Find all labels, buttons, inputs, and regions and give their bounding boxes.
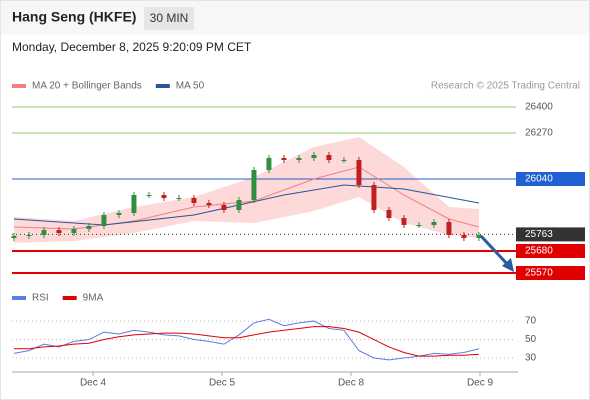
title: Hang Seng (HKFE): [12, 9, 136, 25]
level-label: 26270: [525, 128, 553, 139]
y-tick-label: 70: [525, 316, 537, 327]
candle-body: [116, 213, 122, 215]
candle-body: [341, 160, 347, 161]
legend-swatch: [12, 84, 26, 88]
candle-body: [56, 230, 62, 233]
candle-body: [356, 160, 362, 185]
y-tick-label: 30: [525, 353, 537, 364]
bollinger-band: [13, 137, 479, 243]
candle-body: [386, 210, 392, 218]
rsi-line: [13, 326, 479, 357]
candle-body: [266, 158, 272, 170]
interval-badge: [144, 7, 194, 30]
x-tick-label: Dec 9: [467, 378, 494, 389]
candle-body: [296, 158, 302, 160]
candle-body: [41, 230, 47, 235]
candle-body: [71, 229, 77, 233]
level-label: 25763: [525, 229, 553, 240]
candle-body: [191, 198, 197, 203]
candle-body: [176, 198, 182, 199]
candle-body: [371, 185, 377, 210]
interval: 30 MIN: [150, 11, 189, 25]
candle-body: [401, 218, 407, 225]
candle-body: [206, 203, 212, 205]
legend-label: MA 20 + Bollinger Bands: [32, 81, 142, 92]
arrow-head: [502, 258, 514, 272]
level-label: 26040: [525, 174, 553, 185]
candle-body: [446, 222, 452, 235]
level-label: 25680: [525, 246, 553, 257]
candle-body: [86, 226, 92, 229]
candle-body: [461, 235, 467, 238]
x-tick-label: Dec 5: [209, 378, 236, 389]
credit: Research © 2025 Trading Central: [431, 81, 580, 92]
level-box: [516, 244, 585, 258]
level-box: [516, 266, 585, 280]
level-box: [516, 172, 585, 186]
level-box: [516, 227, 585, 242]
header-bar: [1, 1, 589, 35]
legend-swatch: [62, 296, 77, 300]
candle-body: [101, 215, 107, 226]
candle-body: [416, 225, 422, 226]
y-tick-label: 50: [525, 334, 537, 345]
legend-swatch: [155, 84, 170, 88]
legend-label: RSI: [32, 293, 49, 304]
rsi-line: [13, 318, 480, 361]
candle-body: [251, 170, 257, 200]
candle-body: [221, 205, 227, 210]
timestamp: Monday, December 8, 2025 9:20:09 PM CET: [12, 40, 252, 54]
candle-body: [26, 235, 32, 236]
level-label: 25570: [525, 268, 553, 279]
candle-body: [326, 155, 332, 160]
candle-body: [431, 222, 437, 225]
level-label: 26400: [525, 102, 553, 113]
candle-body: [281, 158, 287, 160]
candle-body: [131, 195, 137, 213]
x-tick-label: Dec 8: [338, 378, 365, 389]
legend-label: MA 50: [176, 81, 205, 92]
candle-body: [476, 235, 482, 238]
candle-body: [311, 155, 317, 158]
legend-swatch: [12, 296, 26, 300]
candle-body: [11, 236, 17, 238]
candle-body: [236, 200, 242, 210]
forecast-arrow: [479, 234, 511, 268]
x-tick-label: Dec 4: [80, 378, 107, 389]
legend-label: 9MA: [83, 293, 104, 304]
candle-body: [161, 195, 167, 198]
candle-body: [146, 195, 152, 196]
